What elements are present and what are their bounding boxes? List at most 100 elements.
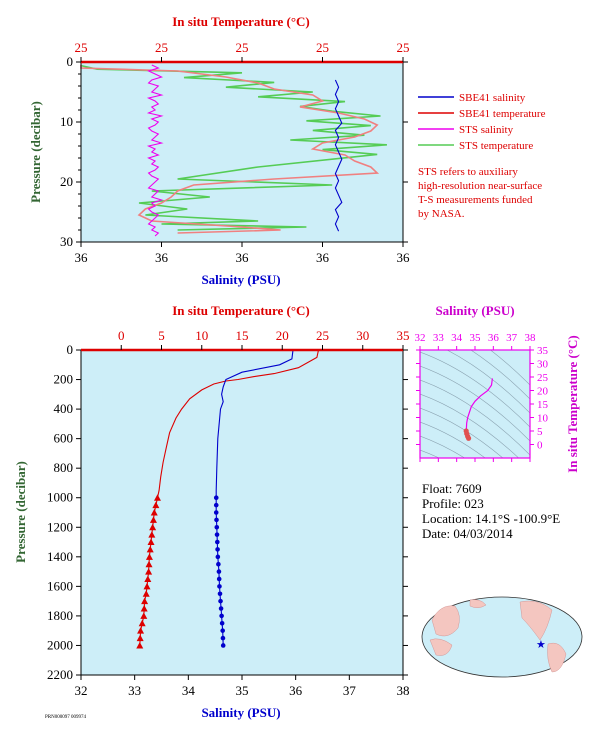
temperature-marker (147, 538, 155, 546)
main-sal-tick-label: 38 (397, 683, 410, 698)
ts-plot-area (420, 350, 530, 458)
temperature-marker (149, 523, 157, 531)
ts-density-contour (420, 365, 530, 442)
main-series-group (136, 349, 320, 649)
main-pressure-tick-label: 2200 (47, 667, 73, 682)
salinity-marker (220, 643, 226, 648)
salinity-marker (215, 554, 221, 560)
main-pressure-tick-label: 1600 (47, 578, 73, 593)
ts-temp-tick-label: 5 (537, 426, 543, 438)
main-salinity-axis-title: Salinity (PSU) (201, 705, 280, 720)
top-temp-tick-label: 25 (75, 40, 88, 55)
salinity-marker (220, 628, 225, 633)
ts-density-contour (470, 350, 530, 400)
main-temp-tick-label: 25 (316, 328, 329, 343)
top-pressure-tick-label: 20 (60, 174, 73, 189)
salinity-marker (213, 510, 219, 515)
main-series-salinity (215, 349, 294, 646)
main-pressure-tick-label: 1800 (47, 608, 73, 623)
ts-sal-tick-label: 37 (506, 332, 518, 344)
ts-density-contour (420, 421, 486, 458)
salinity-marker (219, 620, 225, 626)
temperature-marker (138, 619, 146, 627)
info-profile: Profile: 023 (422, 496, 484, 511)
main-sal-tick-label: 33 (128, 683, 141, 698)
note-line-1: STS refers to auxiliary (418, 166, 518, 178)
main-pressure-tick-label: 0 (67, 342, 74, 357)
temperature-marker (153, 494, 161, 501)
map-landmass-asia (431, 605, 460, 637)
main-sal-tick-label: 34 (182, 683, 196, 698)
ts-series-group (463, 378, 493, 441)
note-line-4: by NASA. (418, 208, 465, 220)
main-temp-tick-label: 15 (236, 328, 249, 343)
main-pressure-tick-label: 600 (54, 431, 74, 446)
top-temp-tick-label: 25 (236, 40, 249, 55)
legend-label-sts-temperature: STS temperature (459, 140, 533, 152)
salinity-marker (215, 547, 220, 552)
top-temp-tick-label: 25 (397, 40, 410, 55)
legend-label-sbe41-temperature: SBE41 temperature (459, 108, 546, 120)
temperature-marker (141, 597, 149, 605)
ts-sal-tick-label: 38 (525, 332, 537, 344)
salinity-marker (217, 591, 223, 597)
info-date: Date: 04/03/2014 (422, 526, 513, 541)
ts-temp-tick-label: 10 (537, 413, 549, 425)
map-landmass-north-america (519, 600, 553, 641)
top-series-sbe41-salinity (334, 79, 343, 232)
temperature-marker (145, 568, 153, 575)
temperature-marker (152, 501, 160, 509)
main-temp-tick-label: 20 (276, 328, 289, 343)
main-sal-tick-label: 36 (289, 683, 303, 698)
ts-density-contour (489, 350, 530, 386)
main-sal-tick-label: 37 (343, 683, 357, 698)
ts-salinity-axis-title: Salinity (PSU) (435, 303, 514, 318)
main-sal-tick-label: 32 (75, 683, 88, 698)
temperature-marker (137, 627, 145, 634)
top-salinity-axis-title: Salinity (PSU) (201, 272, 280, 287)
top-pressure-axis-title: Pressure (decibar) (28, 101, 43, 203)
top-sal-tick-label: 36 (397, 250, 411, 265)
world-map: ★ (421, 596, 583, 678)
main-pressure-tick-label: 800 (54, 460, 74, 475)
map-landmass-south-america (547, 642, 567, 673)
temperature-marker (145, 553, 153, 560)
ts-sal-tick-label: 35 (470, 332, 482, 344)
salinity-marker (218, 606, 224, 611)
main-temp-tick-label: 35 (397, 328, 410, 343)
main-pressure-tick-label: 400 (54, 401, 74, 416)
salinity-marker (217, 584, 222, 589)
main-temp-tick-label: 5 (158, 328, 165, 343)
top-series-group (80, 64, 387, 237)
footer-id: PRN000097 009974 (45, 715, 86, 720)
ts-temp-tick-label: 25 (537, 372, 549, 384)
main-pressure-tick-label: 1200 (47, 519, 73, 534)
ts-density-contour (420, 393, 520, 458)
temperature-marker (144, 575, 152, 582)
salinity-marker (214, 532, 220, 537)
ts-density-contour (420, 435, 466, 458)
ts-deep-marker (465, 435, 472, 441)
salinity-marker (214, 517, 219, 523)
temperature-marker (142, 590, 150, 597)
ts-temp-tick-label: 35 (537, 345, 549, 357)
top-sal-tick-label: 36 (316, 250, 330, 265)
ts-sal-tick-label: 34 (451, 332, 463, 344)
ts-temp-tick-label: 30 (537, 359, 549, 371)
temperature-marker (146, 545, 154, 553)
salinity-marker (220, 635, 226, 641)
temperature-marker (143, 582, 151, 590)
temperature-marker (136, 634, 144, 642)
top-sal-tick-label: 36 (155, 250, 169, 265)
map-landmass-arctic (469, 599, 487, 608)
salinity-marker (213, 495, 219, 501)
full-profile-panel: In situ Temperature (°C) 0 5 10 15 20 25 30 35 3… (13, 303, 410, 720)
ts-sal-tick-label: 33 (433, 332, 445, 344)
salinity-marker (216, 569, 222, 574)
temperature-marker (148, 531, 156, 538)
ts-diagram-panel: Salinity (PSU) 32 33 34 35 36 37 3805101520253… (415, 303, 581, 473)
ts-temp-tick-label: 15 (537, 399, 549, 411)
main-axes: 0 5 10 15 20 25 30 35 32 33 34 35 36 37 38 0 200 400 600 80… (47, 328, 410, 698)
